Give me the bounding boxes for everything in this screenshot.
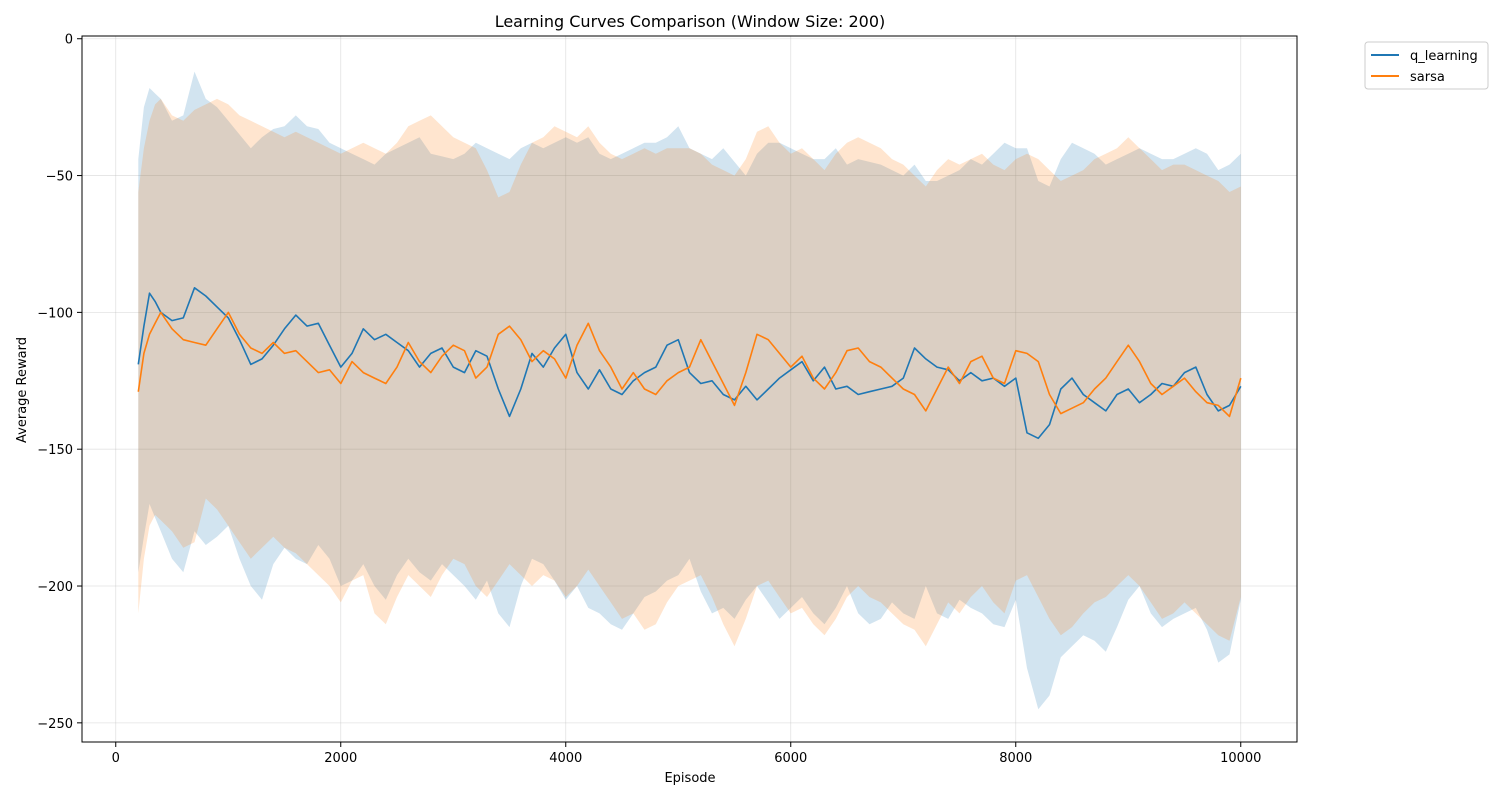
- x-axis-ticks: 0 2000 4000 6000 8000 10000: [112, 742, 1261, 766]
- plot-area-frame: [81, 35, 1298, 743]
- x-tick-label: 4000: [549, 751, 582, 766]
- x-tick-label: 6000: [774, 751, 807, 766]
- grid: [82, 36, 1297, 742]
- y-tick-label: −250: [37, 717, 73, 732]
- legend-box: [1364, 41, 1489, 90]
- x-tick-label: 2000: [324, 751, 357, 766]
- legend-label-q_learning: q_learning: [1410, 49, 1478, 64]
- y-tick-label: −150: [37, 443, 73, 458]
- y-tick-label: 0: [65, 33, 73, 48]
- chart-title: Learning Curves Comparison (Window Size:…: [495, 12, 886, 31]
- y-tick-label: −50: [46, 170, 73, 185]
- y-axis-ticks: 0 −50 −100 −150 −200 −250: [37, 33, 82, 732]
- line-sarsa: [137, 311, 1242, 418]
- x-tick-label: 8000: [999, 751, 1032, 766]
- x-axis-label: Episode: [664, 771, 715, 786]
- line-q_learning: [137, 286, 1242, 440]
- y-tick-label: −100: [37, 306, 73, 321]
- y-tick-label: −200: [37, 580, 73, 595]
- y-axis-label: Average Reward: [15, 337, 30, 443]
- band-q_learning: [138, 71, 1241, 710]
- x-tick-label: 0: [112, 751, 120, 766]
- series-lines: [137, 286, 1242, 440]
- x-tick-label: 10000: [1220, 751, 1261, 766]
- legend-label-sarsa: sarsa: [1410, 70, 1445, 85]
